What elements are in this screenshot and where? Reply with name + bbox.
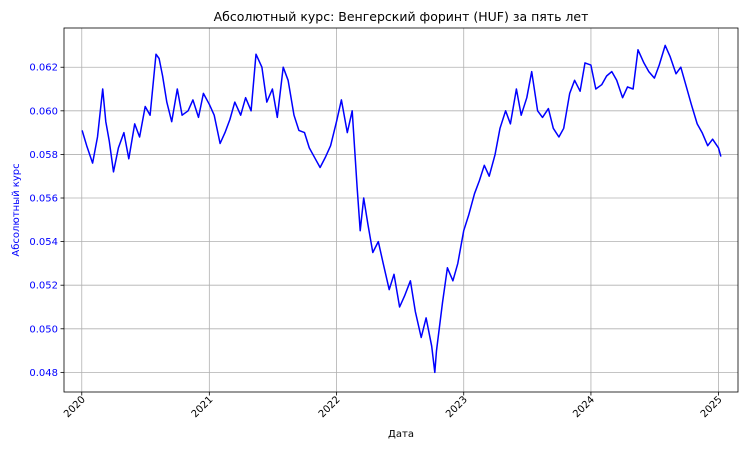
x-tick-label: 2024	[571, 394, 597, 420]
grid	[64, 28, 738, 392]
x-tick-label: 2022	[317, 394, 343, 420]
y-axis-ticks: 0.048 0.050 0.052 0.054 0.056 0.058 0.060 0.062	[29, 63, 64, 379]
x-axis-ticks: 2020 2021 2022 2023 2024 2025	[62, 392, 725, 420]
y-tick-label: 0.054	[29, 237, 58, 248]
y-tick-label: 0.048	[29, 368, 58, 379]
series-line	[81, 44, 722, 374]
y-tick-label: 0.056	[29, 194, 58, 205]
x-tick-label: 2020	[62, 394, 88, 420]
y-tick-label: 0.058	[29, 150, 58, 161]
x-tick-label: 2025	[699, 394, 725, 420]
y-axis-label: Абсолютный курс	[11, 163, 22, 256]
chart-title: Абсолютный курс: Венгерский форинт (HUF)…	[214, 9, 589, 24]
y-tick-label: 0.062	[29, 63, 58, 74]
plot-frame	[63, 27, 739, 393]
x-tick-label: 2021	[190, 394, 216, 420]
y-tick-label: 0.060	[29, 106, 58, 117]
y-tick-label: 0.052	[29, 281, 58, 292]
x-axis-label: Дата	[388, 429, 414, 440]
y-tick-label: 0.050	[29, 324, 58, 335]
x-tick-label: 2023	[444, 394, 470, 420]
